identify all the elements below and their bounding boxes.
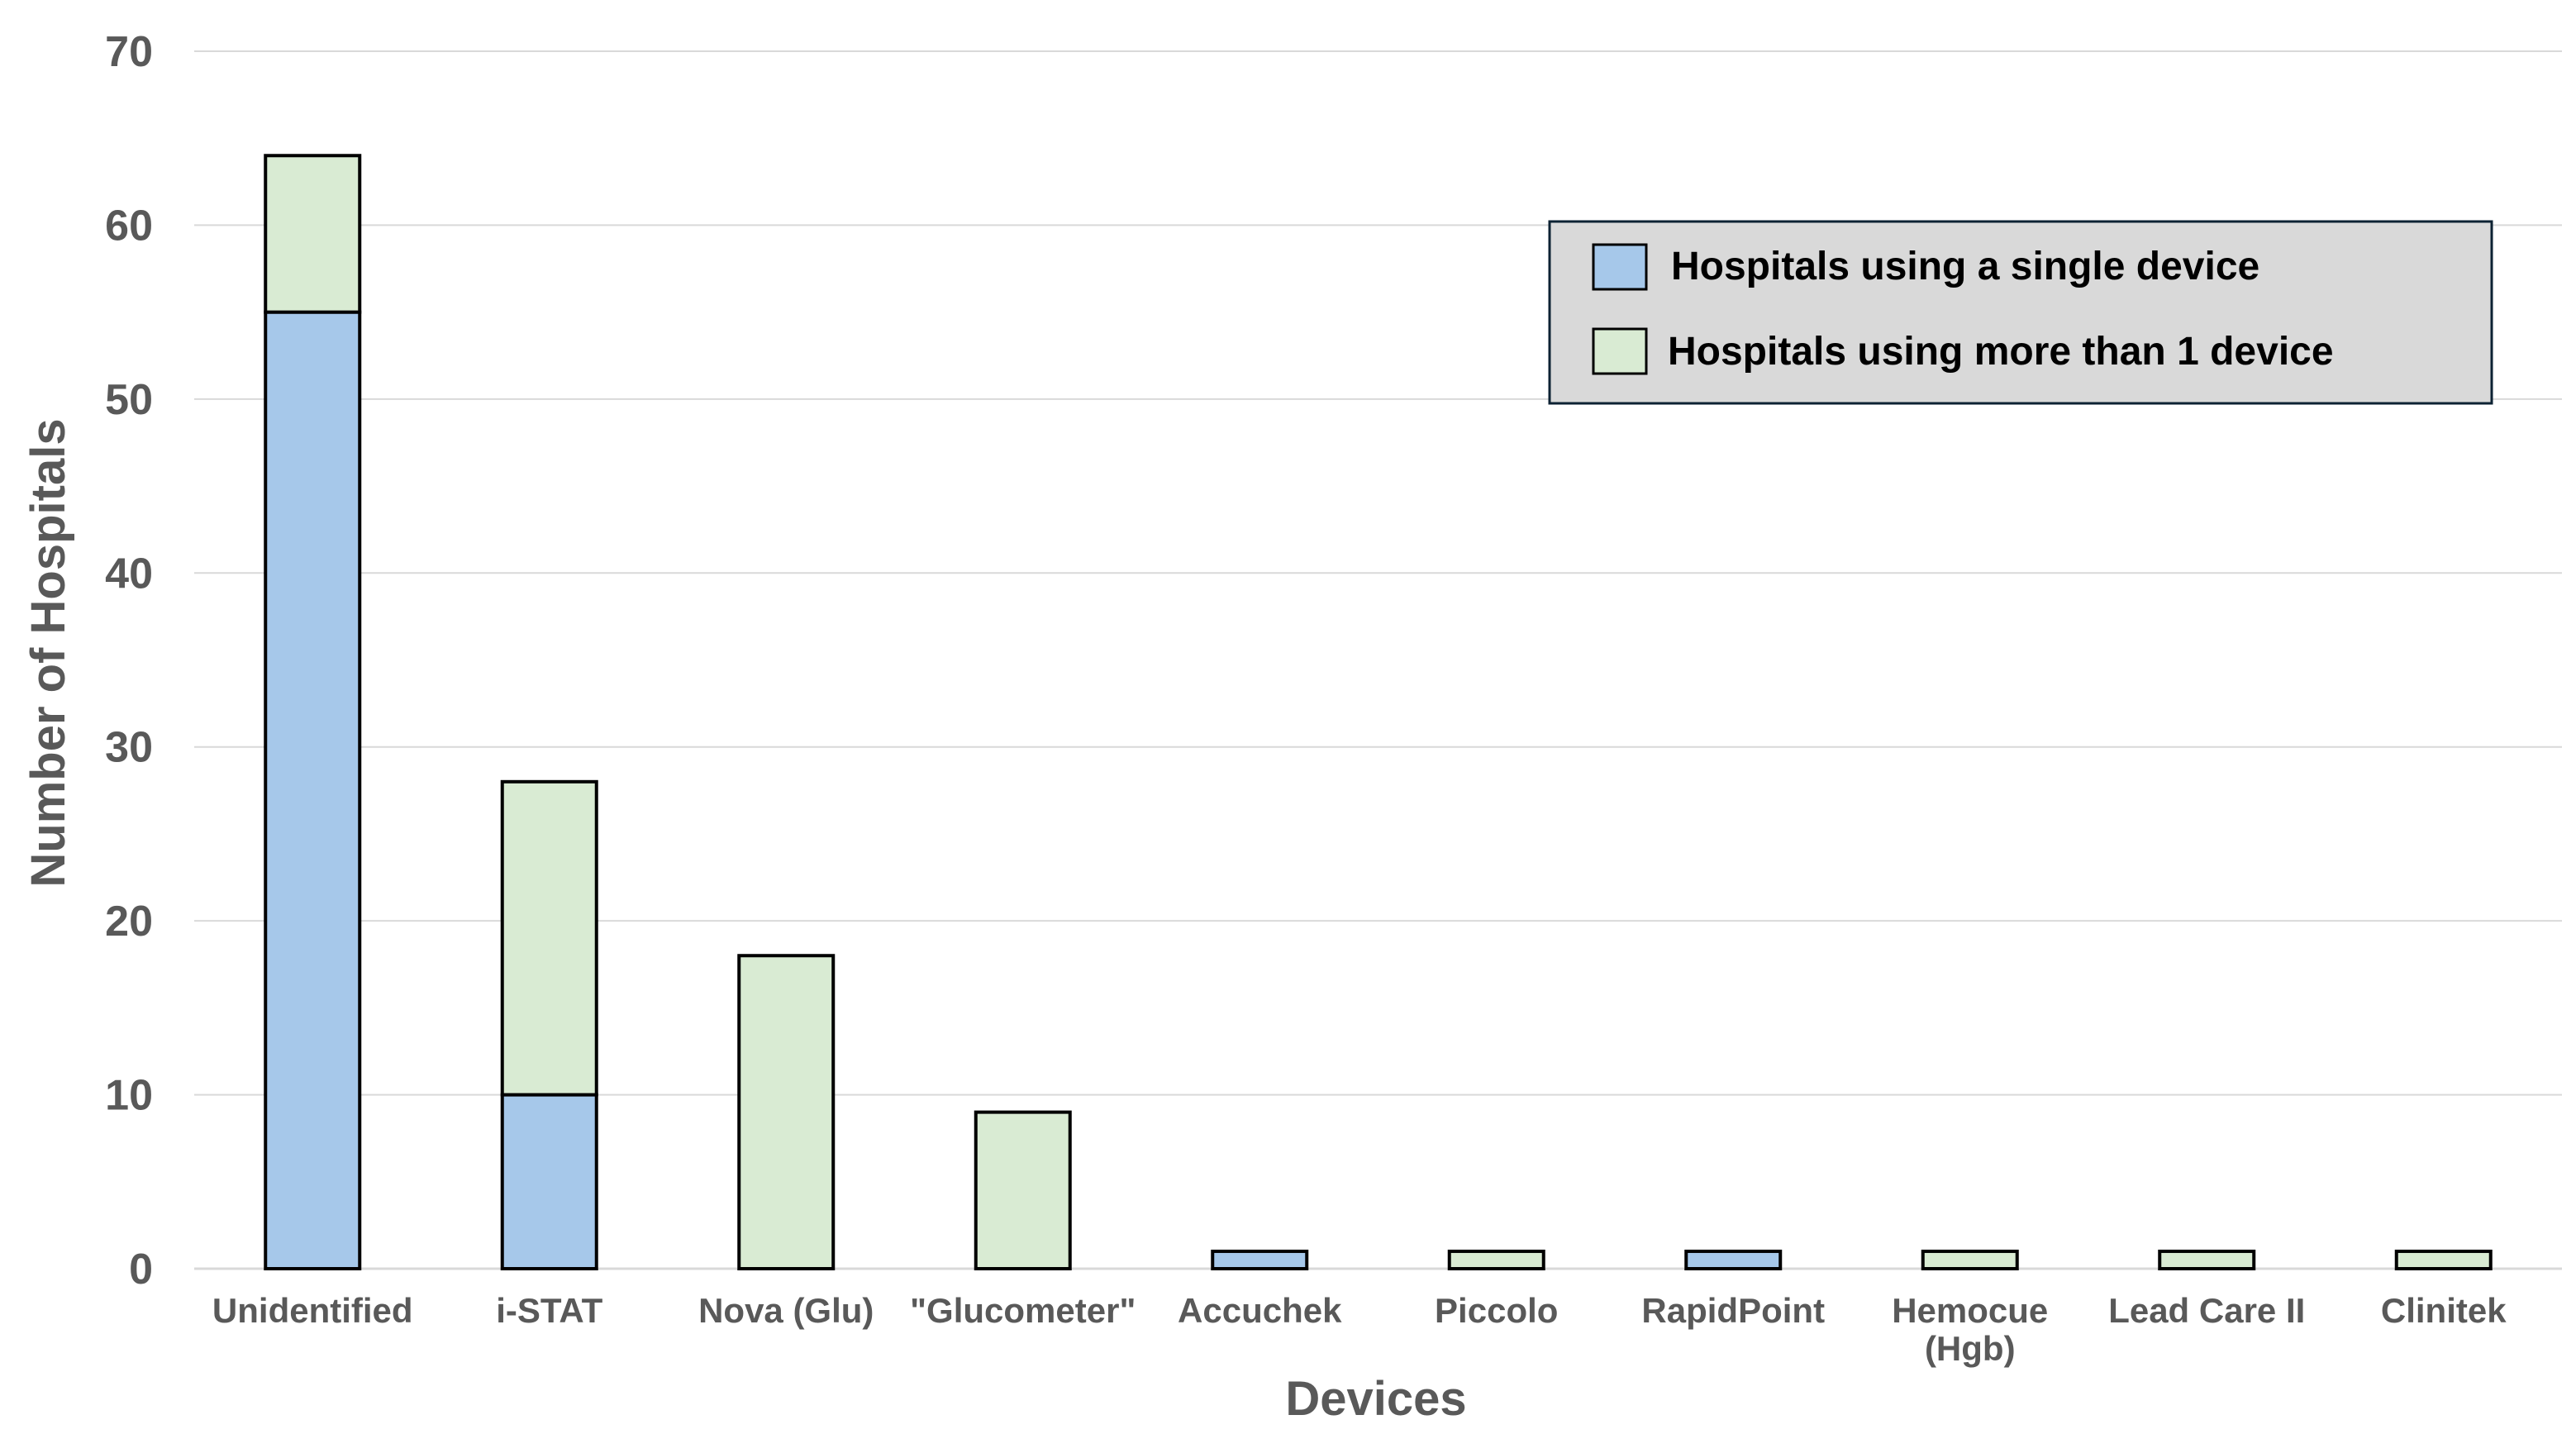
bar-multiple-9 (2394, 1249, 2493, 1271)
x-tick-label-1: i-STAT (496, 1291, 602, 1330)
y-tick-label-0: 0 (129, 1246, 153, 1293)
y-tick-label-10: 10 (105, 1072, 153, 1120)
legend-label-multiple-devices: Hospitals using more than 1 device (1668, 330, 2334, 374)
y-axis-title: Number of Hospitals (21, 418, 75, 887)
x-tick-label-6: RapidPoint (1641, 1291, 1825, 1330)
x-tick-label-7-line-1: (Hgb) (1925, 1329, 2016, 1368)
legend-label-single-device: Hospitals using a single device (1671, 245, 2259, 288)
x-tick-label-8: Lead Care II (2108, 1291, 2305, 1330)
tick-labels: 0 10 20 30 40 50 60 70 Unidentified i-STAT Nova (G… (105, 28, 2507, 1368)
x-tick-label-3: "Glucometer" (910, 1291, 1136, 1330)
x-tick-label-2: Nova (Glu) (698, 1291, 874, 1330)
y-tick-label-70: 70 (105, 28, 153, 76)
bar-multiple-1 (500, 779, 598, 1097)
x-tick-label-4: Accuchek (1178, 1291, 1342, 1330)
bar-single-6 (1684, 1249, 1783, 1271)
bar-multiple-0 (264, 154, 362, 314)
y-tick-label-20: 20 (105, 898, 153, 946)
x-tick-label-5: Piccolo (1435, 1291, 1558, 1330)
bar-multiple-8 (2158, 1249, 2256, 1271)
bar-single-1 (500, 1093, 598, 1270)
bar-multiple-3 (974, 1110, 1072, 1270)
bar-multiple-7 (1921, 1249, 2019, 1271)
legend: Hospitals using a single device Hospital… (1548, 220, 2493, 405)
y-tick-label-50: 50 (105, 376, 153, 424)
y-tick-label-40: 40 (105, 550, 153, 598)
y-tick-label-30: 30 (105, 724, 153, 772)
y-tick-label-60: 60 (105, 202, 153, 250)
bar-multiple-2 (737, 954, 836, 1270)
x-tick-label-0: Unidentified (212, 1291, 413, 1330)
x-tick-label-7-line-0: Hemocue (1892, 1291, 2048, 1330)
x-tick-label-9: Clinitek (2381, 1291, 2507, 1330)
bar-single-4 (1211, 1249, 1309, 1271)
x-axis-title: Devices (1285, 1372, 1466, 1426)
bar-multiple-5 (1447, 1249, 1545, 1271)
legend-swatch-single-device (1592, 243, 1648, 291)
bar-single-0 (264, 310, 362, 1271)
bars (264, 154, 2493, 1271)
legend-swatch-multiple-devices (1592, 327, 1648, 375)
legend-box (1548, 220, 2493, 405)
